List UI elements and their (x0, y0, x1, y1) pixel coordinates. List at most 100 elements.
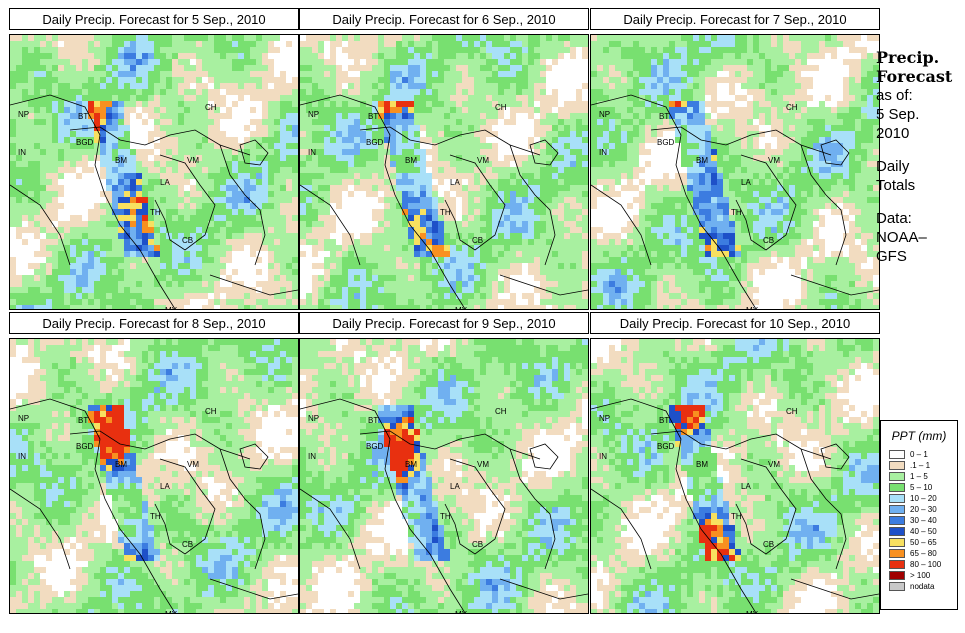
legend-swatch (889, 516, 905, 525)
precip-map: NPBTBGDINBMCHVMLATHCBMYIDMYID (590, 34, 880, 310)
legend-label: 1 – 5 (910, 472, 928, 481)
forecast-map-panel: Daily Precip. Forecast for 8 Sep., 2010 N… (9, 312, 301, 614)
country-label: BM (405, 460, 417, 469)
map-title: Daily Precip. Forecast for 10 Sep., 2010 (590, 312, 880, 334)
legend-label: 50 – 65 (910, 538, 937, 547)
country-label: VM (187, 460, 199, 469)
legend-label: 0 – 1 (910, 450, 928, 459)
country-label: NP (599, 414, 610, 423)
country-label: CH (786, 407, 798, 416)
country-label: CB (182, 236, 193, 245)
map-title: Daily Precip. Forecast for 7 Sep., 2010 (590, 8, 880, 30)
country-label: MY (550, 308, 563, 309)
country-label: CB (472, 540, 483, 549)
legend-item: 0 – 1 (889, 449, 957, 460)
country-label: BT (368, 416, 378, 425)
legend-swatch (889, 483, 905, 492)
map-title: Daily Precip. Forecast for 6 Sep., 2010 (299, 8, 589, 30)
legend-swatch (889, 538, 905, 547)
country-label: BM (405, 156, 417, 165)
forecast-map-panel: Daily Precip. Forecast for 9 Sep., 2010 N… (299, 312, 591, 614)
country-label: MY (746, 306, 759, 309)
country-label: NP (308, 414, 319, 423)
country-label: NP (308, 110, 319, 119)
country-label: BGD (76, 442, 94, 451)
sidebar-heading-2: Forecast (876, 67, 953, 86)
legend-swatch (889, 472, 905, 481)
legend-item: 50 – 65 (889, 537, 957, 548)
country-label: NP (599, 110, 610, 119)
legend-label: nodata (910, 582, 935, 591)
country-label: CH (786, 103, 798, 112)
country-label: IN (599, 148, 607, 157)
data-source-1: Data: (876, 210, 912, 227)
map-title: Daily Precip. Forecast for 8 Sep., 2010 (9, 312, 299, 334)
legend-label: 65 – 80 (910, 549, 937, 558)
country-label: CH (495, 407, 507, 416)
country-label: MY (455, 610, 468, 613)
country-label: VM (768, 460, 780, 469)
country-label: IN (18, 148, 26, 157)
legend-label: 5 – 10 (910, 483, 933, 492)
totals-label-2: Totals (876, 177, 916, 194)
legend-swatch (889, 571, 905, 580)
totals-label-1: Daily (876, 158, 910, 175)
asof-date-2: 2010 (876, 125, 910, 142)
legend-label: 80 – 100 (910, 560, 942, 569)
country-label: MY (165, 610, 178, 613)
legend-item: 5 – 10 (889, 482, 957, 493)
map-title: Daily Precip. Forecast for 5 Sep., 2010 (9, 8, 299, 30)
legend-swatch (889, 494, 905, 503)
country-label: BT (659, 112, 669, 121)
country-label: MY (746, 610, 759, 613)
country-label: BT (659, 416, 669, 425)
precip-map: NPBTBGDINBMCHVMLATHCBMYIDMYID (299, 338, 589, 614)
country-label: LA (741, 482, 751, 491)
country-label: IN (308, 148, 316, 157)
legend-label: 10 – 20 (910, 494, 937, 503)
legend-item: 20 – 30 (889, 504, 957, 515)
asof-label: as of: (876, 87, 913, 104)
country-label: VM (477, 460, 489, 469)
country-label: TH (731, 512, 742, 521)
legend-swatch (889, 560, 905, 569)
legend-label: 40 – 50 (910, 527, 937, 536)
forecast-map-panel: Daily Precip. Forecast for 10 Sep., 2010… (590, 312, 882, 614)
legend-label: 30 – 40 (910, 516, 937, 525)
precip-legend: PPT (mm) 0 – 1 .1 – 1 1 – 5 5 – 10 10 – 20 20… (880, 420, 958, 610)
legend-item: nodata (889, 581, 957, 592)
legend-item: > 100 (889, 570, 957, 581)
legend-item: 1 – 5 (889, 471, 957, 482)
country-label: VM (187, 156, 199, 165)
legend-item: 80 – 100 (889, 559, 957, 570)
country-label: CH (205, 103, 217, 112)
country-label: CB (763, 540, 774, 549)
precip-map: NPBTBGDINBMCHVMLATHCBMYIDMYID (9, 34, 299, 310)
legend-item: .1 – 1 (889, 460, 957, 471)
country-label: LA (450, 482, 460, 491)
country-label: IN (599, 452, 607, 461)
country-label: VM (477, 156, 489, 165)
country-label: BM (696, 460, 708, 469)
legend-swatch (889, 549, 905, 558)
legend-item: 30 – 40 (889, 515, 957, 526)
legend-swatch (889, 450, 905, 459)
country-label: LA (450, 178, 460, 187)
country-label: MY (550, 612, 563, 613)
legend-swatch (889, 527, 905, 536)
forecast-map-panel: Daily Precip. Forecast for 7 Sep., 2010 N… (590, 8, 882, 310)
precip-map: NPBTBGDINBMCHVMLATHCBMYIDMYID (9, 338, 299, 614)
country-label: BGD (76, 138, 94, 147)
country-label: IN (308, 452, 316, 461)
country-label: MY (841, 308, 854, 309)
country-label: TH (440, 512, 451, 521)
legend-swatch (889, 505, 905, 514)
country-label: IN (18, 452, 26, 461)
forecast-map-panel: Daily Precip. Forecast for 5 Sep., 2010 N… (9, 8, 301, 310)
legend-swatch (889, 461, 905, 470)
sidebar-heading-1: Precip. (876, 48, 940, 67)
country-label: LA (160, 482, 170, 491)
legend-item: 65 – 80 (889, 548, 957, 559)
country-label: CB (182, 540, 193, 549)
legend-item: 40 – 50 (889, 526, 957, 537)
